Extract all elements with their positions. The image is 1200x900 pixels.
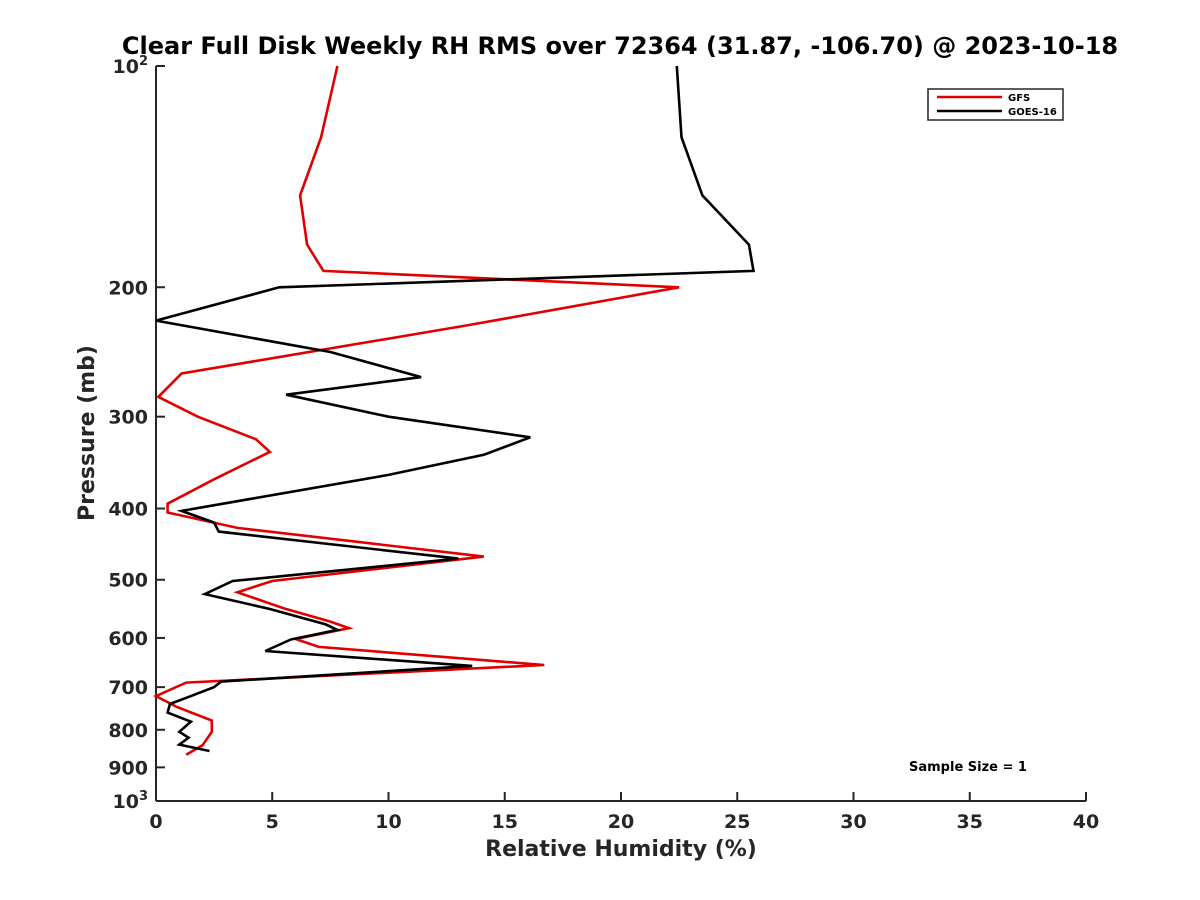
y-tick-label: 300 bbox=[108, 407, 148, 429]
x-tick-label: 5 bbox=[266, 811, 279, 833]
y-tick-label: 102 bbox=[113, 54, 149, 78]
y-axis-ticks: 102 200 300 400 500 600 700 800 900 103 bbox=[108, 54, 165, 813]
x-tick-label: 40 bbox=[1073, 811, 1099, 833]
x-tick-label: 15 bbox=[492, 811, 518, 833]
x-tick-label: 10 bbox=[375, 811, 401, 833]
series-line-gfs bbox=[153, 65, 680, 756]
legend-box bbox=[927, 88, 1064, 121]
y-tick-label: 103 bbox=[113, 789, 149, 813]
legend-label-gfs: GFS bbox=[1008, 93, 1030, 104]
y-tick-label: 800 bbox=[108, 720, 148, 742]
x-axis-label: Relative Humidity (%) bbox=[485, 837, 757, 862]
x-tick-label: 25 bbox=[724, 811, 750, 833]
y-tick-label: 600 bbox=[108, 628, 148, 650]
y-tick-label: 200 bbox=[108, 277, 148, 299]
x-tick-label: 20 bbox=[608, 811, 634, 833]
series-line-goes16 bbox=[155, 65, 756, 753]
series-layer bbox=[153, 65, 756, 756]
sample-size-annotation: Sample Size = 1 bbox=[909, 760, 1027, 775]
y-tick-label: 500 bbox=[108, 570, 148, 592]
x-tick-label: 30 bbox=[840, 811, 866, 833]
legend-label-goes16: GOES-16 bbox=[1008, 107, 1057, 118]
y-tick-label: 900 bbox=[108, 757, 148, 779]
chart-title: Clear Full Disk Weekly RH RMS over 72364… bbox=[122, 32, 1118, 60]
x-axis-ticks: 0 5 10 15 20 25 30 35 40 bbox=[149, 792, 1099, 833]
y-axis-label: Pressure (mb) bbox=[75, 345, 100, 521]
x-tick-label: 0 bbox=[149, 811, 162, 833]
x-tick-label: 35 bbox=[957, 811, 983, 833]
legend: GFS GOES-16 bbox=[927, 88, 1064, 121]
y-tick-label: 700 bbox=[108, 677, 148, 699]
y-tick-label: 400 bbox=[108, 499, 148, 521]
